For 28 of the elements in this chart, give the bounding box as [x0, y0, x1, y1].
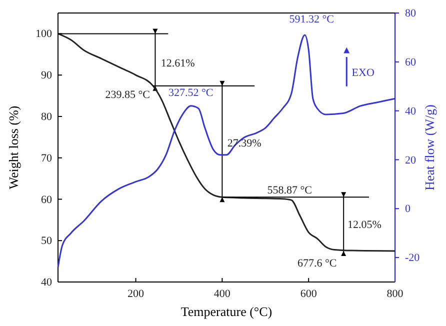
annotation: EXO	[352, 67, 374, 80]
annotation: 677.6 °C	[297, 258, 337, 270]
y-tick-label: 100	[36, 28, 52, 40]
y2-tick-label: 40	[405, 105, 416, 118]
y-tick-label: 40	[41, 276, 52, 289]
x-tick-label: 800	[386, 288, 404, 300]
y-tick-label: 80	[41, 110, 52, 123]
y-tick-label: 70	[41, 152, 52, 164]
y-axis-title: Weight loss (%)	[6, 106, 21, 190]
annotation: 591.32 °C	[289, 13, 334, 26]
x-tick-label: 400	[214, 288, 231, 300]
annotation: 12.61%	[160, 58, 195, 70]
y-tick-label: 90	[41, 70, 52, 82]
y-tick-label: 60	[41, 194, 52, 206]
y2-tick-label: 80	[405, 8, 416, 20]
y2-tick-label: 20	[405, 154, 416, 166]
annotation: 558.87 °C	[267, 184, 312, 196]
y2-tick-label: -20	[405, 252, 420, 264]
annotation: 327.52 °C	[168, 87, 214, 100]
annotation: 12.05%	[347, 219, 382, 232]
y-tick-label: 50	[41, 235, 52, 248]
y2-tick-label: 0	[405, 203, 411, 216]
x-axis-title: Temperature (°C)	[180, 304, 272, 319]
x-tick-label: 600	[300, 288, 318, 300]
annotation: 239.85 °C	[105, 88, 150, 101]
y2-tick-label: 60	[405, 56, 416, 68]
y2-axis-title: Heat flow (W/g)	[422, 104, 437, 190]
x-tick-label: 200	[128, 288, 145, 300]
